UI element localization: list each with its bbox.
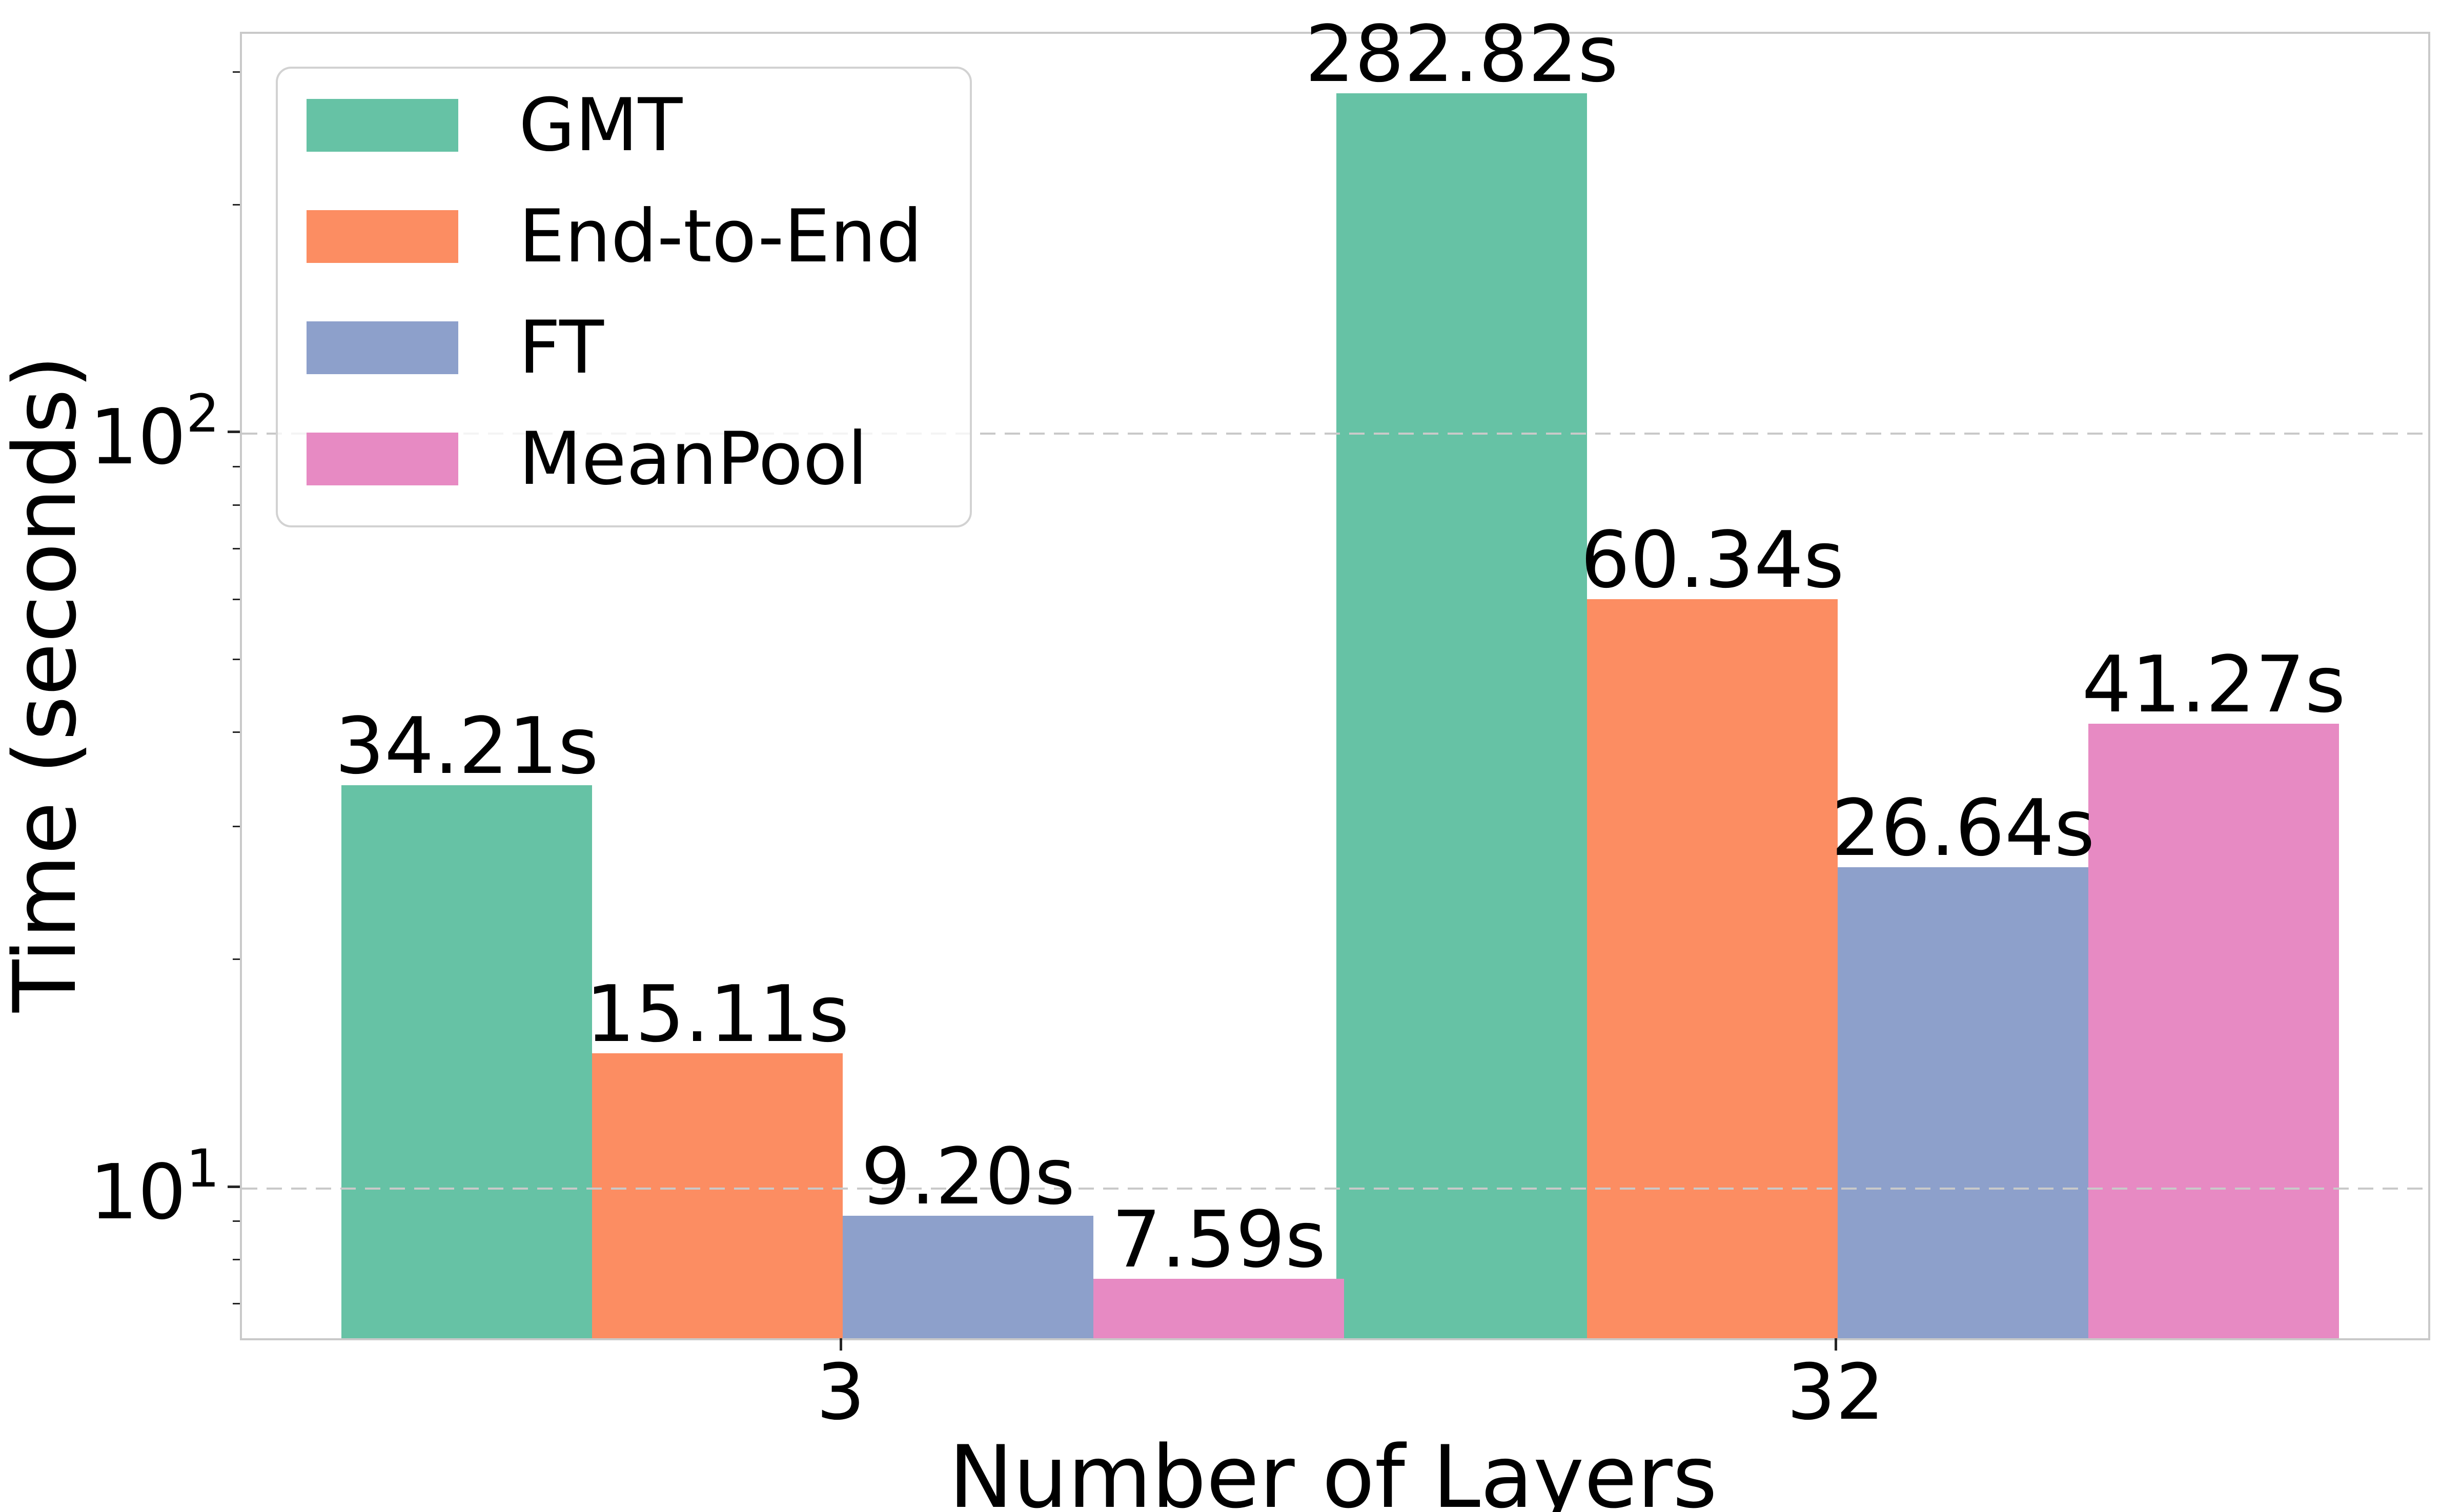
y-axis-label: Time (seconds) bbox=[0, 355, 95, 1013]
y-tick-base: 10 bbox=[89, 393, 187, 482]
y-minor-tick bbox=[233, 1220, 240, 1222]
y-tick-exponent: 2 bbox=[186, 383, 219, 445]
bar-end-to-end-3 bbox=[592, 1053, 843, 1338]
x-tick-label: 32 bbox=[1786, 1348, 1885, 1437]
plot-area: 34.21s 282.82s 15.11s 60.34s 9.20s 26.64s 7.59… bbox=[240, 15, 2430, 1340]
legend-label-meanpool: MeanPool bbox=[519, 416, 868, 501]
y-tick-label: 101 bbox=[90, 1142, 219, 1230]
legend: GMT End-to-End FT MeanPool bbox=[276, 67, 972, 527]
legend-label-gmt: GMT bbox=[519, 83, 683, 168]
bar-ft-32 bbox=[1838, 867, 2088, 1338]
y-minor-tick bbox=[233, 465, 240, 467]
bar-ft-3 bbox=[843, 1215, 1093, 1338]
bar-value-label: 9.20s bbox=[861, 1131, 1075, 1222]
y-tick-exponent: 1 bbox=[186, 1138, 219, 1199]
bar-value-label: 26.64s bbox=[1831, 783, 2095, 874]
legend-swatch-ft bbox=[307, 321, 458, 374]
legend-swatch-gmt bbox=[307, 99, 458, 152]
x-tick-label: 3 bbox=[816, 1348, 865, 1437]
bar-gmt-3 bbox=[341, 785, 592, 1338]
bar-value-label: 34.21s bbox=[335, 701, 599, 792]
y-tick-base: 10 bbox=[89, 1148, 187, 1236]
x-major-tick bbox=[840, 1338, 842, 1351]
y-minor-tick bbox=[233, 204, 240, 206]
legend-swatch-end-to-end bbox=[307, 210, 458, 263]
legend-row-gmt: GMT bbox=[278, 89, 970, 161]
legend-swatch-meanpool bbox=[307, 433, 458, 485]
bar-meanpool-3 bbox=[1093, 1278, 1344, 1338]
legend-row-meanpool: MeanPool bbox=[278, 422, 970, 495]
bar-value-label: 7.59s bbox=[1111, 1194, 1326, 1285]
y-gridline bbox=[242, 1187, 2428, 1190]
y-minor-tick bbox=[233, 658, 240, 660]
y-minor-tick bbox=[233, 958, 240, 961]
x-axis-label: Number of Layers bbox=[948, 1427, 1718, 1512]
legend-row-end-to-end: End-to-End bbox=[278, 200, 970, 273]
y-gridline bbox=[242, 433, 2428, 435]
legend-label-end-to-end: End-to-End bbox=[519, 194, 923, 279]
y-minor-tick bbox=[233, 826, 240, 828]
y-minor-tick bbox=[233, 71, 240, 73]
bar-value-label: 15.11s bbox=[585, 968, 849, 1059]
bar-value-label: 282.82s bbox=[1305, 8, 1619, 99]
y-minor-tick bbox=[233, 548, 240, 550]
y-tick-label: 102 bbox=[90, 388, 219, 476]
bar-end-to-end-32 bbox=[1587, 599, 1838, 1338]
bar-meanpool-32 bbox=[2088, 724, 2339, 1338]
x-major-tick bbox=[1835, 1338, 1837, 1351]
y-minor-tick bbox=[233, 731, 240, 733]
y-major-tick bbox=[228, 431, 240, 434]
bar-value-label: 41.27s bbox=[2082, 639, 2346, 730]
y-major-tick bbox=[228, 1185, 240, 1188]
legend-row-ft: FT bbox=[278, 311, 970, 384]
y-minor-tick bbox=[233, 1259, 240, 1261]
legend-label-ft: FT bbox=[519, 305, 604, 390]
y-minor-tick bbox=[233, 504, 240, 506]
bar-gmt-32 bbox=[1336, 93, 1587, 1338]
y-minor-tick bbox=[233, 599, 240, 600]
bar-value-label: 60.34s bbox=[1580, 515, 1844, 606]
y-minor-tick bbox=[233, 1302, 240, 1304]
